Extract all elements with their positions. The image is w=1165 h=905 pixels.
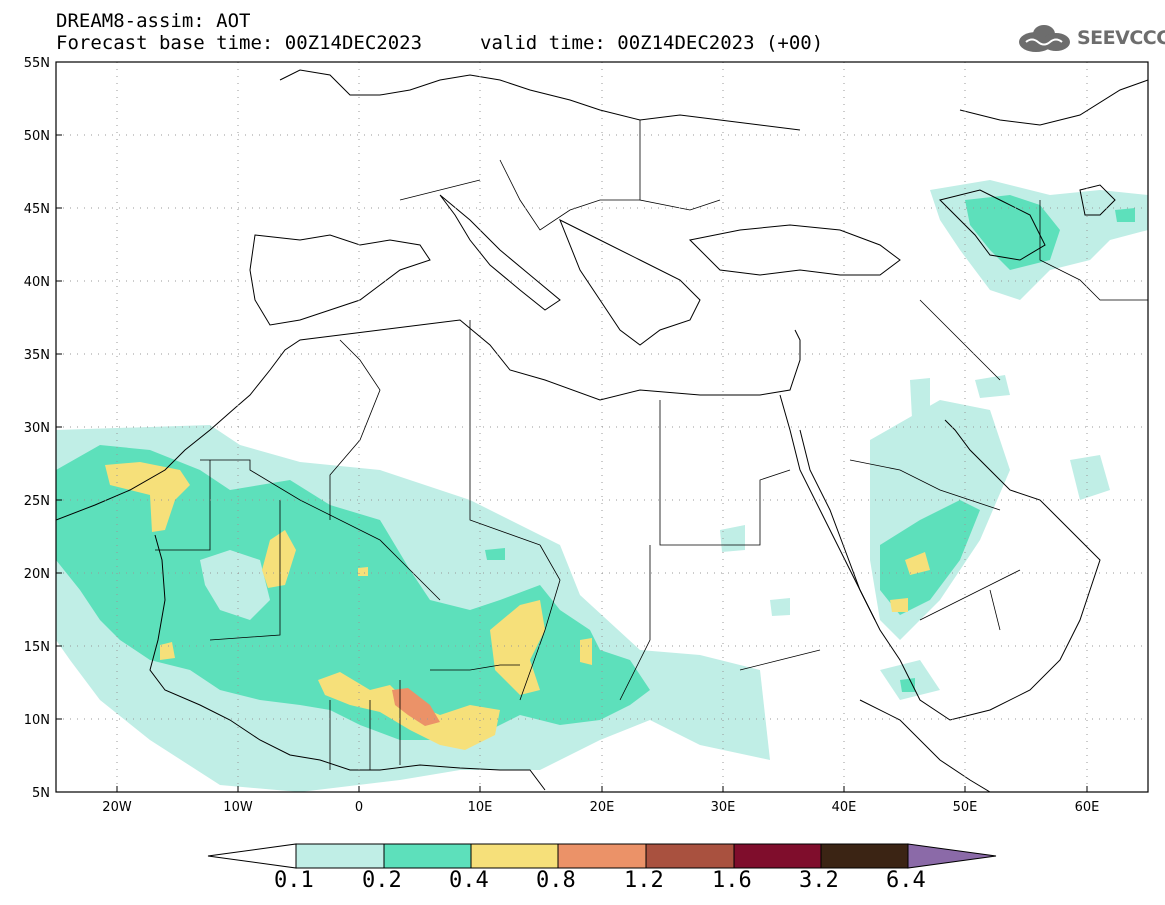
map-title: DREAM8-assim: AOT xyxy=(56,10,251,32)
colorbar-label: 0.8 xyxy=(536,868,576,893)
colorbar-max-arrow xyxy=(907,843,997,869)
colorbar-label: 0.1 xyxy=(274,868,314,893)
colorbar-swatch xyxy=(645,843,735,869)
colorbar-swatch xyxy=(820,843,909,869)
lon-label: 0 xyxy=(355,800,363,815)
colorbar-label: 1.2 xyxy=(624,868,664,893)
lat-label: 55N xyxy=(24,56,50,71)
colorbar-label: 0.4 xyxy=(449,868,489,893)
cloud-logo-icon xyxy=(1019,25,1070,52)
lon-label: 30E xyxy=(711,800,736,815)
lon-label: 20E xyxy=(590,800,615,815)
lat-label: 40N xyxy=(24,275,50,290)
logo-text: SEEVCCC xyxy=(1077,27,1165,49)
colorbar-label: 6.4 xyxy=(886,868,926,893)
country-borders xyxy=(155,120,1148,770)
colorbar-label: 1.6 xyxy=(712,868,752,893)
lat-label: 35N xyxy=(24,348,50,363)
aot-level-0-8 xyxy=(392,688,440,726)
lon-label: 60E xyxy=(1075,800,1100,815)
colorbar-min-arrow xyxy=(207,843,297,869)
lat-label: 25N xyxy=(24,494,50,509)
lon-label: 10W xyxy=(223,800,253,815)
coastlines xyxy=(56,69,1148,792)
lon-label: 40E xyxy=(832,800,857,815)
lat-label: 20N xyxy=(24,567,50,582)
colorbar-swatch xyxy=(383,843,472,869)
lat-label: 45N xyxy=(24,202,50,217)
lat-label: 15N xyxy=(24,640,50,655)
colorbar xyxy=(207,843,997,869)
grid xyxy=(56,62,1148,792)
lon-label: 20W xyxy=(102,800,132,815)
lon-labels: 20W 10W 0 10E 20E 30E 40E 50E 60E xyxy=(102,800,1099,815)
lat-label: 5N xyxy=(32,786,50,801)
valid-time: valid time: 00Z14DEC2023 (+00) xyxy=(480,32,824,54)
lat-labels: 55N 50N 45N 40N 35N 30N 25N 20N 15N 10N … xyxy=(24,56,50,801)
colorbar-label: 0.2 xyxy=(362,868,402,893)
lat-label: 10N xyxy=(24,713,50,728)
colorbar-swatch xyxy=(470,843,559,869)
colorbar-swatch xyxy=(733,843,822,869)
aot-field xyxy=(56,180,1148,792)
lon-label: 10E xyxy=(468,800,493,815)
lat-label: 30N xyxy=(24,421,50,436)
forecast-base-time: Forecast base time: 00Z14DEC2023 xyxy=(56,32,423,54)
colorbar-label: 3.2 xyxy=(799,868,839,893)
colorbar-swatch xyxy=(295,843,385,869)
lon-label: 50E xyxy=(953,800,978,815)
axis-ticks xyxy=(56,61,1088,792)
colorbar-swatch xyxy=(557,843,647,869)
lat-label: 50N xyxy=(24,129,50,144)
